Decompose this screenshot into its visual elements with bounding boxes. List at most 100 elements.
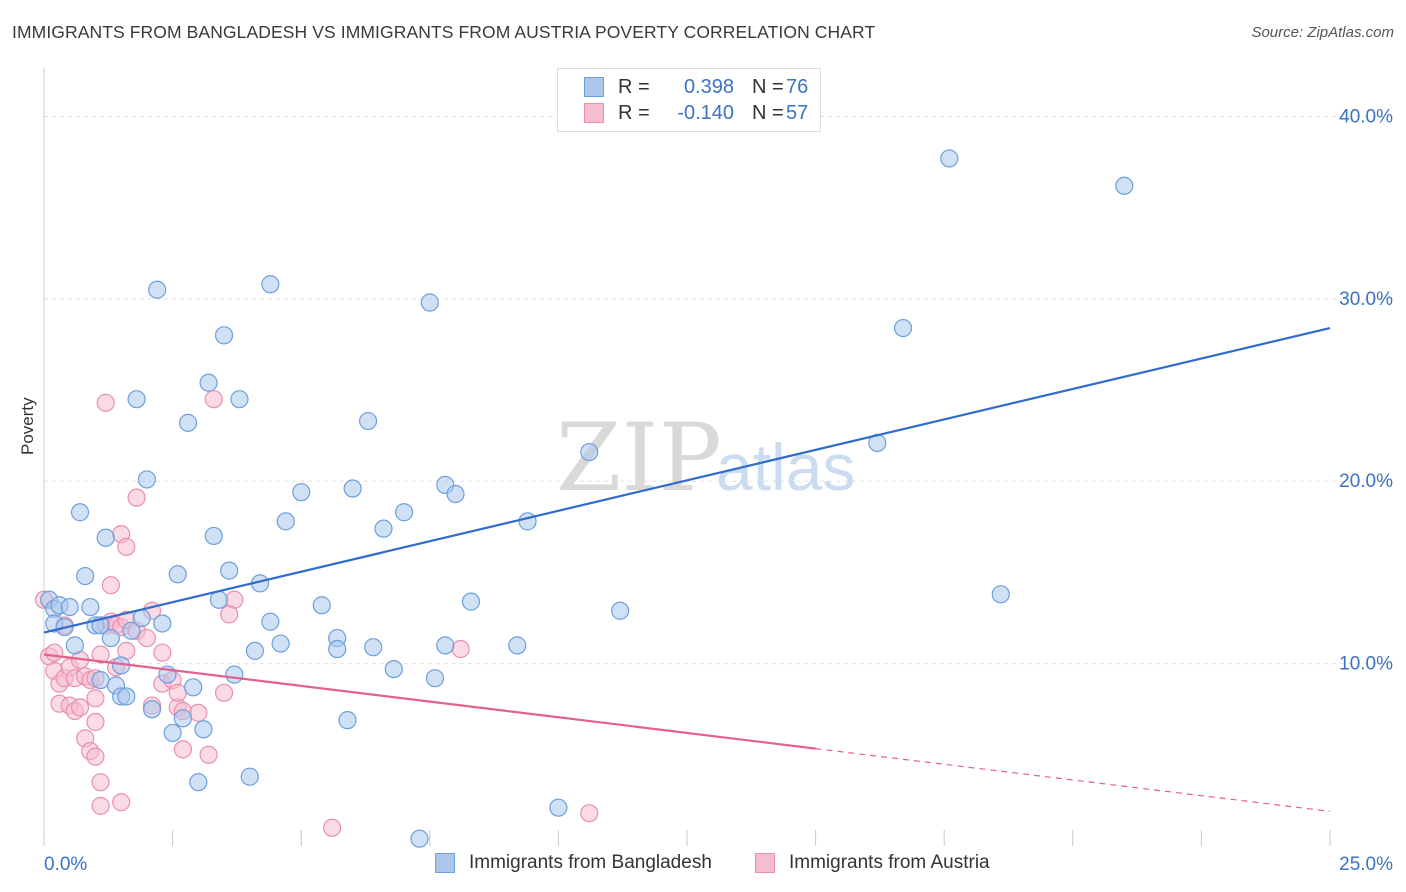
point-austria	[96, 393, 115, 412]
legend-label-austria: Immigrants from Austria	[789, 852, 990, 873]
point-bangladesh	[328, 639, 347, 659]
legend-swatch-blue	[435, 853, 455, 873]
point-bangladesh	[178, 413, 198, 432]
point-bangladesh	[518, 512, 537, 531]
point-austria	[112, 793, 131, 812]
point-austria	[580, 804, 599, 823]
legend-row-austria: R = -0.140 N = 57	[584, 101, 808, 125]
point-bangladesh	[261, 275, 280, 294]
point-bangladesh	[117, 687, 136, 706]
y-tick-label: 40.0%	[1339, 106, 1393, 127]
correlation-legend: R = 0.398 N = 76 R = -0.140 N = 57	[557, 68, 821, 132]
watermark-atlas: atlas	[716, 430, 855, 504]
y-tick-label: 10.0%	[1339, 654, 1393, 675]
trend-line-extension-pink	[815, 748, 1331, 812]
point-bangladesh	[199, 373, 218, 392]
point-bangladesh	[261, 612, 280, 631]
point-bangladesh	[991, 585, 1010, 604]
n-value: 76	[786, 75, 809, 98]
point-bangladesh	[425, 669, 445, 688]
trend-line-pink	[43, 653, 816, 750]
point-austria	[117, 537, 136, 556]
point-bangladesh	[580, 442, 599, 462]
point-bangladesh	[65, 636, 84, 655]
source-label: Source: ZipAtlas.com	[1251, 24, 1394, 41]
legend-label-bangladesh: Immigrants from Bangladesh	[469, 852, 712, 873]
trend-line-blue	[43, 326, 1331, 634]
point-bangladesh	[142, 700, 162, 719]
point-bangladesh	[101, 628, 120, 648]
point-austria	[86, 689, 105, 708]
point-bangladesh	[225, 665, 244, 684]
point-bangladesh	[410, 829, 429, 848]
point-bangladesh	[204, 526, 223, 546]
point-bangladesh	[153, 614, 172, 633]
point-bangladesh	[394, 503, 414, 522]
legend-row-bangladesh: R = 0.398 N = 76	[584, 75, 808, 99]
axes	[43, 68, 1331, 846]
n-value: 57	[786, 101, 809, 124]
point-bangladesh	[220, 561, 239, 580]
legend-item-bangladesh: Immigrants from Bangladesh	[435, 852, 712, 874]
series-bangladesh-points	[40, 149, 1134, 848]
point-bangladesh	[184, 678, 203, 697]
point-austria	[137, 628, 156, 648]
point-bangladesh	[508, 636, 527, 655]
point-bangladesh	[292, 483, 311, 502]
point-bangladesh	[132, 608, 151, 628]
point-bangladesh	[91, 670, 110, 690]
point-austria	[153, 643, 172, 662]
r-label: R =	[618, 75, 650, 98]
point-bangladesh	[1115, 176, 1134, 195]
point-bangladesh	[271, 634, 290, 653]
point-bangladesh	[940, 149, 959, 168]
point-bangladesh	[96, 528, 115, 547]
point-austria	[173, 740, 192, 759]
legend-swatch-pink	[755, 853, 775, 873]
point-austria	[86, 712, 105, 732]
point-austria	[70, 698, 90, 717]
point-bangladesh	[122, 621, 141, 640]
point-bangladesh	[148, 280, 167, 299]
chart-title: IMMIGRANTS FROM BANGLADESH VS IMMIGRANTS…	[12, 22, 876, 42]
point-austria	[86, 747, 105, 766]
point-austria	[214, 683, 234, 702]
watermark-zip: ZIP	[556, 404, 722, 513]
point-austria	[91, 773, 110, 792]
point-bangladesh	[343, 479, 362, 498]
point-bangladesh	[127, 390, 146, 409]
r-value: 0.398	[683, 75, 734, 98]
y-tick-label: 30.0%	[1339, 289, 1393, 310]
trend-lines	[43, 326, 1331, 812]
point-bangladesh	[189, 773, 208, 792]
point-bangladesh	[70, 503, 90, 522]
point-bangladesh	[81, 597, 100, 617]
point-austria	[45, 643, 64, 662]
series-legend: Immigrants from Bangladesh Immigrants fr…	[0, 852, 1406, 876]
point-austria	[127, 488, 146, 507]
point-austria	[91, 645, 110, 664]
point-bangladesh	[364, 638, 383, 657]
point-austria	[204, 390, 223, 409]
point-bangladesh	[611, 601, 630, 620]
grid-lines	[44, 115, 1392, 665]
point-bangladesh	[358, 411, 378, 431]
point-bangladesh	[446, 484, 465, 504]
point-bangladesh	[276, 512, 295, 531]
point-austria	[168, 683, 187, 702]
point-bangladesh	[240, 767, 259, 786]
point-austria	[451, 639, 470, 659]
point-bangladesh	[76, 566, 95, 586]
point-bangladesh	[209, 590, 228, 609]
point-bangladesh	[549, 798, 568, 817]
point-bangladesh	[173, 709, 192, 728]
point-austria	[220, 605, 239, 624]
r-label: R =	[618, 101, 650, 124]
r-value: -0.140	[677, 101, 734, 124]
legend-swatch-pink	[584, 103, 604, 123]
point-bangladesh	[137, 470, 156, 489]
point-bangladesh	[420, 293, 439, 312]
point-bangladesh	[461, 592, 481, 611]
point-austria	[91, 796, 110, 815]
